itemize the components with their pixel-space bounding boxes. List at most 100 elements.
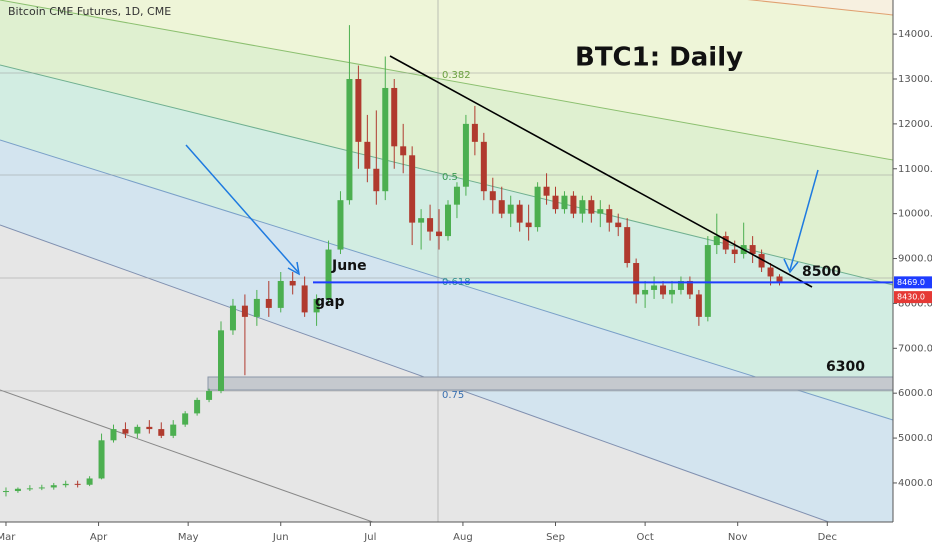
fib-label: 0.75	[442, 390, 464, 401]
plot	[2, 25, 783, 497]
candle-body	[677, 280, 684, 290]
y-tick-label: 11000.0	[898, 164, 932, 175]
y-tick-label: 9000.0	[898, 254, 932, 265]
candle-body	[651, 285, 658, 290]
candle-body	[686, 280, 693, 295]
candle-body	[695, 294, 702, 317]
candle-body	[301, 285, 308, 313]
background-channels	[0, 0, 893, 522]
candle-body	[74, 483, 81, 485]
y-tick-label: 12000.0	[898, 119, 932, 130]
candle-body	[624, 227, 631, 264]
candle-body	[668, 289, 675, 295]
chart-title: Bitcoin CME Futures, 1D, CME	[8, 5, 171, 18]
candle-body	[588, 200, 595, 214]
candle-body	[480, 141, 487, 192]
candle-body	[313, 298, 320, 313]
candle-body	[615, 222, 622, 228]
candle-body	[444, 204, 451, 237]
candle-body	[14, 488, 21, 492]
candle-body	[436, 231, 443, 237]
candle-body	[570, 195, 577, 214]
headline: BTC1: Daily	[575, 43, 743, 73]
candle-body	[182, 413, 189, 425]
candle-body	[206, 390, 213, 400]
fib-label: 0.382	[442, 70, 471, 81]
candle-body	[346, 78, 353, 201]
candle-body	[26, 488, 33, 490]
candle-body	[498, 200, 505, 214]
candle-body	[489, 191, 496, 201]
x-tick-label: Mar	[0, 532, 16, 543]
candle-body	[289, 280, 296, 286]
candle-body	[355, 78, 362, 142]
candle-body	[749, 245, 756, 255]
candle-body	[462, 123, 469, 187]
candle-body	[391, 87, 398, 147]
drawings	[185, 55, 819, 288]
x-tick-label: Oct	[636, 532, 653, 543]
candle-body	[534, 186, 541, 228]
price-tag-label: 8469.0	[897, 278, 925, 287]
candle-body	[364, 141, 371, 169]
x-tick-label: Nov	[728, 532, 748, 543]
candle-body	[722, 236, 729, 250]
candle-body	[86, 478, 93, 485]
candle-body	[561, 195, 568, 210]
x-tick-label: Apr	[90, 532, 108, 543]
y-tick-label: 7000.0	[898, 343, 932, 354]
y-tick-label: 4000.0	[898, 478, 932, 489]
price-tag	[894, 276, 932, 289]
price-tag	[894, 291, 932, 304]
candle-body	[731, 249, 738, 255]
candle-body	[767, 267, 774, 277]
y-tick-label: 10000.0	[898, 209, 932, 220]
candle-body	[758, 254, 765, 268]
candle-body	[134, 426, 141, 434]
candle-body	[660, 285, 667, 295]
candle-body	[453, 186, 460, 205]
annotation: 8500	[802, 264, 841, 280]
candle-body	[400, 146, 407, 156]
y-tick-label: 13000.0	[898, 74, 932, 85]
price-tag-label: 8430.0	[897, 293, 925, 302]
candle-body	[337, 200, 344, 250]
candle-body	[579, 200, 586, 214]
candle-body	[253, 298, 260, 317]
y-tick-label: 6000.0	[898, 388, 932, 399]
candle-body	[633, 263, 640, 295]
annotation: gap	[315, 294, 345, 310]
candle-body	[471, 123, 478, 142]
y-tick-label: 14000.0	[898, 29, 932, 40]
y-tick-label: 5000.0	[898, 433, 932, 444]
y-tick-label: 8000.0	[898, 298, 932, 309]
candle-body	[597, 209, 604, 214]
candle-body	[427, 218, 434, 232]
candle-body	[382, 87, 389, 192]
candle-body	[373, 168, 380, 192]
candle-body	[110, 429, 117, 441]
candle-body	[325, 249, 332, 299]
candle-body	[642, 289, 649, 295]
candle-body	[409, 155, 416, 223]
candle-body	[194, 399, 201, 414]
x-axis-panel	[0, 522, 893, 550]
x-tick-label: Jul	[363, 532, 376, 543]
candle-body	[277, 280, 284, 308]
candle-body	[218, 330, 225, 391]
candle-body	[704, 245, 711, 317]
candle-body	[229, 305, 236, 331]
x-tick-label: Aug	[453, 532, 473, 543]
candle-body	[170, 424, 177, 436]
candle-body	[50, 485, 57, 488]
candle-body	[62, 483, 69, 486]
candle-body	[543, 186, 550, 196]
candle-body	[516, 204, 523, 223]
candle-body	[713, 236, 720, 246]
candle-body	[776, 276, 783, 283]
annotation: June	[331, 258, 367, 274]
candle-body	[525, 222, 532, 228]
candle-body	[158, 429, 165, 436]
candle-body	[606, 209, 613, 223]
